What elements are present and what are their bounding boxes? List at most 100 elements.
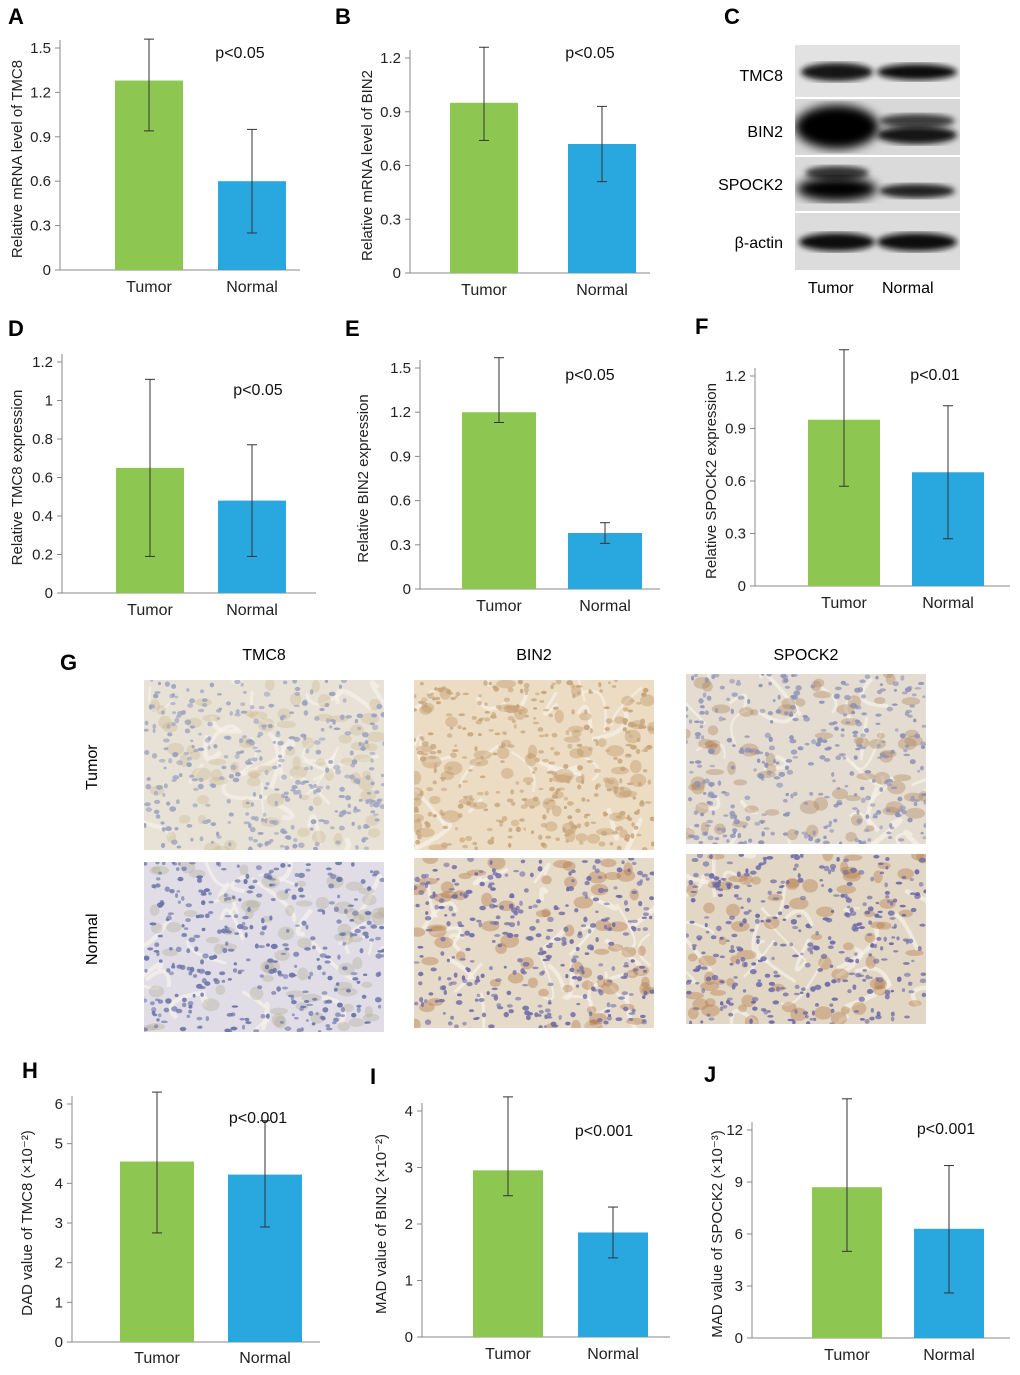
x-category-label: Normal — [226, 602, 278, 619]
y-tick-label: 6 — [55, 1096, 63, 1113]
chart-svg-f: F 0 0.3 0.6 0.9 1.2 Relative SPOCK2 expression… — [695, 314, 1014, 612]
y-tick-label: 1.5 — [390, 360, 411, 377]
y-tick-label: 0.9 — [380, 104, 401, 121]
y-axis-label: DAD value of TMC8 (×10⁻²) — [19, 1130, 36, 1316]
panel-e-chart: E 0 0.3 0.6 0.9 1.2 1.5 Relative BIN2 expressio… — [340, 310, 672, 625]
band-beta-actin-normal — [877, 233, 957, 251]
y-tick-label: 1.5 — [30, 40, 51, 57]
p-value-annotation: p<0.05 — [233, 382, 282, 399]
band-tmc8-tumor — [801, 63, 873, 81]
y-tick-label: 0.3 — [390, 537, 411, 554]
p-value-annotation: p<0.01 — [910, 367, 959, 384]
y-tick-label: 2 — [405, 1216, 413, 1233]
panel-letter-a: A — [8, 4, 24, 29]
panel-letter-i: I — [370, 1064, 376, 1089]
x-category-label: Normal — [226, 279, 278, 296]
panel-g-ihc: G TMC8 BIN2 SPOCK2 Tumor Normal — [0, 640, 1020, 1040]
y-tick-label: 0.2 — [32, 547, 53, 564]
y-axis-label: Relative BIN2 expression — [355, 394, 372, 562]
x-category-label: Normal — [587, 1346, 639, 1363]
panel-f-chart: F 0 0.3 0.6 0.9 1.2 Relative SPOCK2 expression… — [690, 310, 1014, 625]
error-bar-tumor — [152, 1091, 162, 1234]
blot-lane-tumor: Tumor — [808, 280, 854, 297]
y-axis-label: Relative SPOCK2 expression — [703, 383, 720, 579]
error-bar-normal — [247, 128, 257, 234]
y-tick-label: 0 — [403, 581, 411, 598]
error-bar-normal — [608, 1206, 618, 1259]
y-tick-label: 0.3 — [725, 526, 746, 543]
y-tick-label: 0 — [405, 1329, 413, 1346]
y-tick-label: 4 — [405, 1103, 413, 1120]
panel-letter-h: H — [22, 1058, 38, 1083]
y-tick-label: 1.2 — [725, 368, 746, 385]
y-tick-label: 0.3 — [380, 211, 401, 228]
y-tick-label: 0.4 — [32, 508, 53, 525]
y-tick-label: 0.6 — [30, 173, 51, 190]
error-bar-normal — [600, 522, 610, 544]
ihc-image-tmc8-normal — [144, 862, 384, 1032]
y-tick-label: 2 — [55, 1255, 63, 1272]
panel-j-chart: J 0 3 6 9 12 MAD value of SPOCK2 (×10⁻³) Tumor N… — [690, 1050, 1014, 1370]
x-category-label: Normal — [922, 595, 974, 612]
panel-letter-c: C — [724, 4, 740, 29]
y-axis-label: MAD value of SPOCK2 (×10⁻³) — [709, 1130, 726, 1338]
panel-letter-j: J — [704, 1062, 716, 1087]
y-tick-label: 0 — [43, 262, 51, 279]
error-bar-tumor — [494, 357, 504, 424]
y-tick-label: 0 — [55, 1334, 63, 1351]
error-bar-tumor — [839, 349, 849, 487]
y-tick-label: 1.2 — [30, 84, 51, 101]
y-tick-label: 0.9 — [725, 421, 746, 438]
x-category-label: Tumor — [476, 598, 522, 615]
panel-i-chart: I 0 1 2 3 4 MAD value of BIN2 (×10⁻²) Tumor Norm… — [350, 1050, 678, 1370]
blot-lane-normal: Normal — [882, 280, 934, 297]
band-bin2-normal — [879, 114, 955, 128]
y-tick-label: 3 — [55, 1215, 63, 1232]
chart-svg-i: I 0 1 2 3 4 MAD value of BIN2 (×10⁻²) Tumor Norm… — [370, 1064, 678, 1363]
error-bar-tumor — [479, 46, 489, 141]
x-category-label: Tumor — [824, 1347, 870, 1364]
panel-a-chart: A 0 0.3 0.6 0.9 1.2 1.5 Relative mRNA level of … — [0, 0, 316, 305]
y-tick-label: 5 — [55, 1136, 63, 1153]
x-category-label: Tumor — [127, 602, 173, 619]
blot-image — [795, 45, 960, 270]
ihc-column-bin2: BIN2 — [516, 647, 552, 664]
chart-svg-e: E 0 0.3 0.6 0.9 1.2 1.5 Relative BIN2 expressio… — [345, 316, 672, 615]
ihc-image-spock2-tumor — [686, 674, 926, 844]
y-tick-label: 0 — [735, 1330, 743, 1347]
y-tick-label: 0.6 — [390, 493, 411, 510]
y-axis-label: Relative mRNA level of TMC8 — [9, 60, 26, 258]
p-value-annotation: p<0.05 — [565, 45, 614, 62]
band-spock2-normal — [879, 184, 955, 198]
y-axis-label: Relative mRNA level of BIN2 — [359, 70, 376, 261]
panel-letter-b: B — [335, 4, 351, 29]
ihc-row-normal: Normal — [84, 913, 101, 965]
y-tick-label: 1.2 — [380, 50, 401, 67]
error-bar-tumor — [503, 1096, 513, 1197]
error-bar-tumor — [842, 1098, 852, 1252]
y-tick-label: 0.8 — [32, 431, 53, 448]
p-value-annotation: p<0.05 — [215, 45, 264, 62]
y-tick-label: 1 — [55, 1294, 63, 1311]
ihc-image-tmc8-tumor — [144, 680, 384, 850]
y-tick-label: 1 — [45, 393, 53, 410]
y-tick-label: 6 — [735, 1226, 743, 1243]
ihc-column-tmc8: TMC8 — [242, 647, 286, 664]
error-bar-tumor — [145, 378, 155, 557]
error-bar-normal — [944, 1165, 954, 1294]
x-category-label: Normal — [576, 282, 628, 299]
error-bar-tumor — [144, 38, 154, 132]
panel-letter-d: D — [8, 316, 24, 341]
blot-label-tmc8: TMC8 — [739, 68, 783, 85]
blot-label-spock2: SPOCK2 — [718, 177, 783, 194]
error-bar-normal — [943, 405, 953, 540]
y-tick-label: 1.2 — [32, 354, 53, 371]
y-tick-label: 12 — [726, 1122, 743, 1139]
y-tick-label: 0 — [45, 585, 53, 602]
band-spock2-tumor — [805, 166, 869, 180]
p-value-annotation: p<0.001 — [917, 1121, 975, 1138]
y-tick-label: 3 — [735, 1278, 743, 1295]
y-tick-label: 0.6 — [725, 473, 746, 490]
